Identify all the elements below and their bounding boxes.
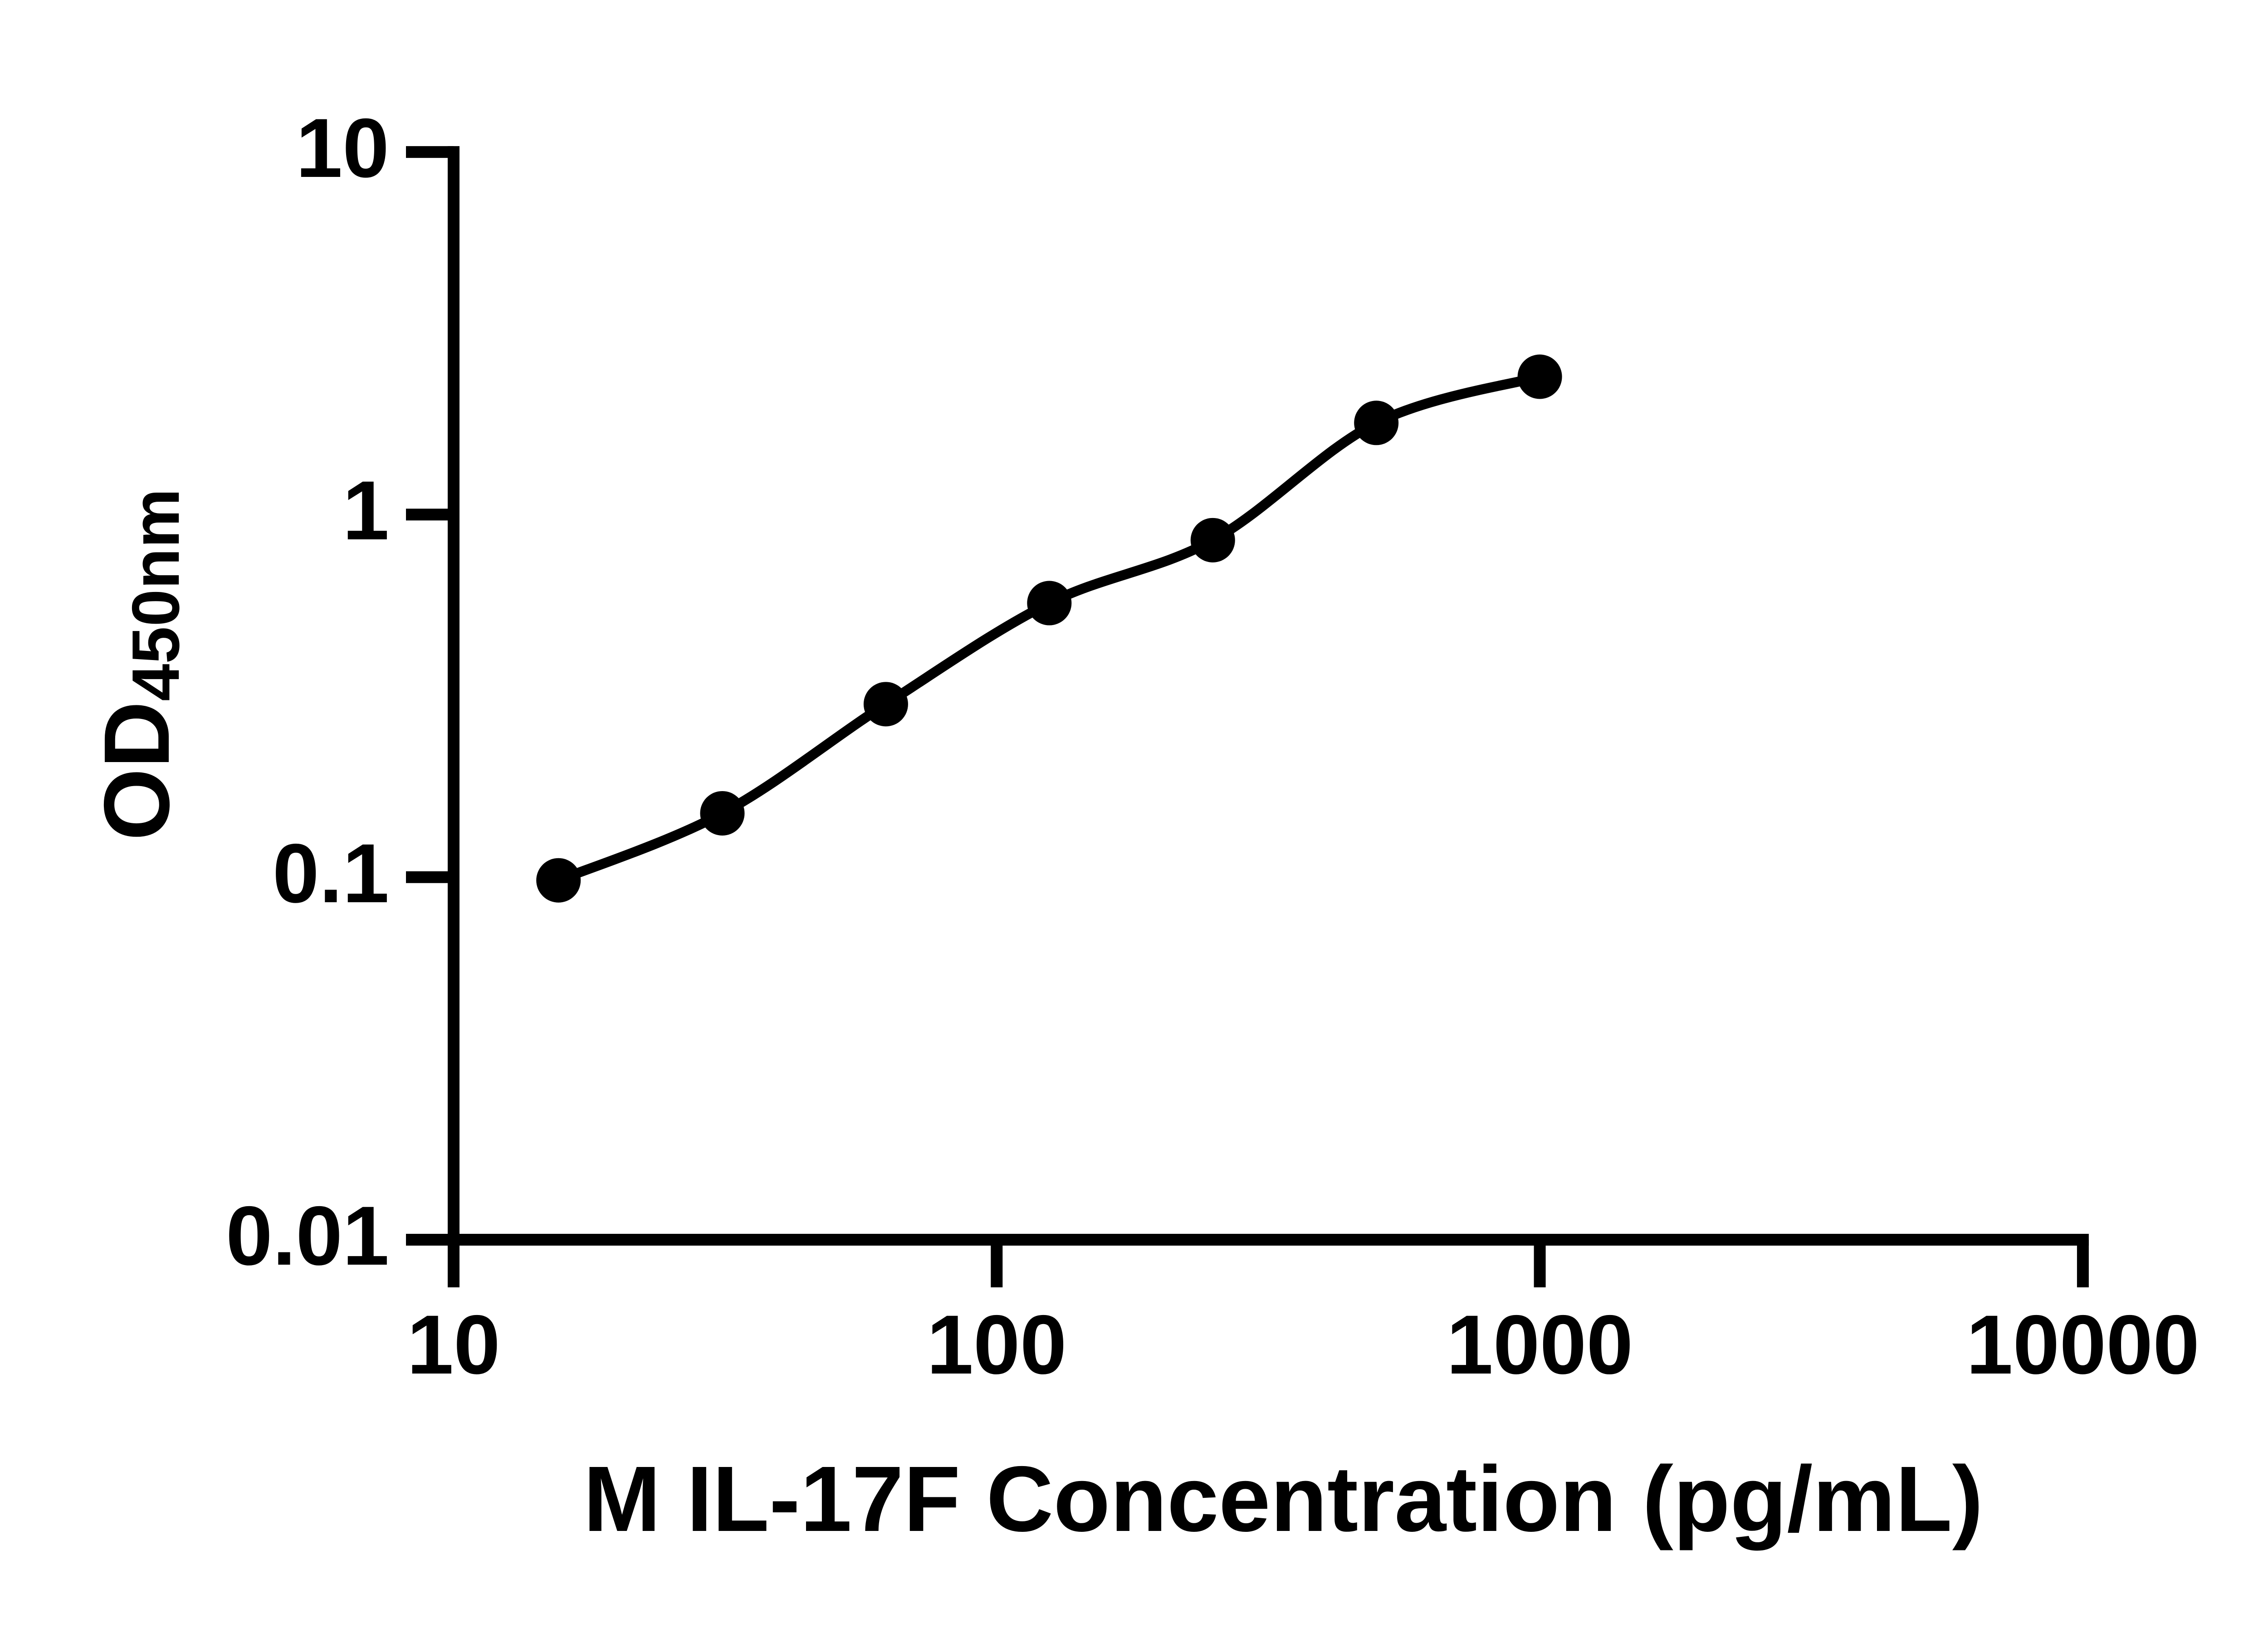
data-point-marker [1027,581,1072,626]
x-tick-label: 1000 [1446,1298,1633,1392]
data-points [536,354,1562,903]
y-axis-title-main: OD [85,701,189,841]
data-point-marker [700,791,745,836]
axis-spine [448,146,2089,1246]
y-axis-title-subscript: 450nm [118,488,194,701]
x-tick-label: 100 [926,1298,1067,1392]
x-axis-title: M IL-17F Concentration (pg/mL) [583,1447,1984,1551]
y-tick-label: 0.1 [272,826,389,920]
data-point-marker [1354,401,1399,445]
y-tick-label: 10 [296,102,389,196]
data-point-marker [1190,518,1235,562]
y-axis-title: OD450nm [69,211,205,1118]
x-tick-label: 10000 [1966,1298,2200,1392]
x-tick-label: 10 [407,1298,500,1392]
axes [406,146,2089,1287]
data-point-marker [1517,354,1562,399]
data-point-marker [863,682,908,727]
data-point-marker [536,858,581,903]
y-tick-label: 0.01 [225,1189,389,1283]
y-tick-label: 1 [342,464,389,558]
